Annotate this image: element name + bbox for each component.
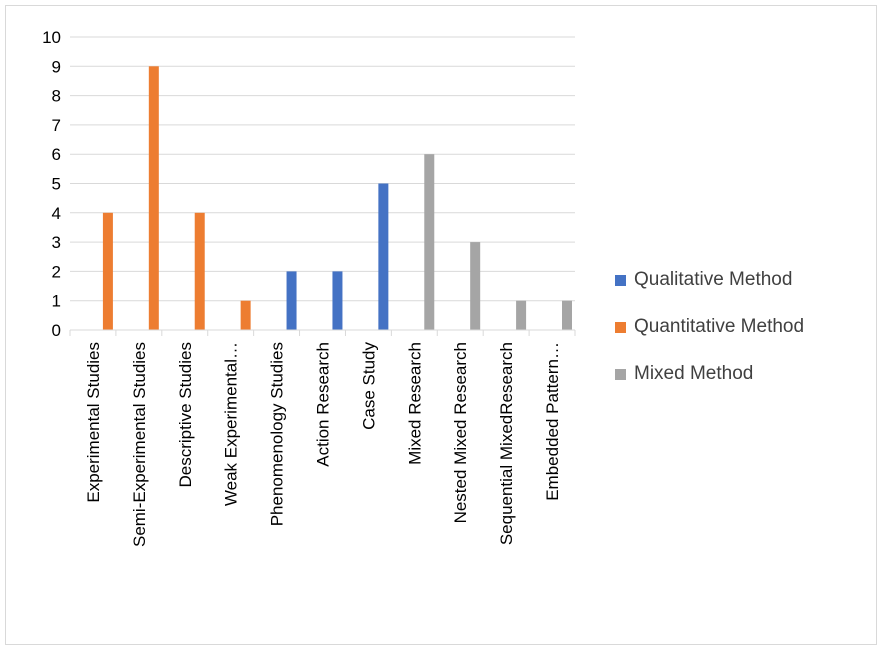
legend-label: Qualitative Method — [634, 269, 793, 290]
y-tick-labels: 0 1 2 3 4 5 6 7 8 9 10 — [42, 28, 61, 340]
legend-swatch — [615, 274, 626, 286]
y-tick-label: 5 — [52, 175, 61, 194]
y-tick-label: 6 — [52, 145, 61, 164]
x-tick-label: Action Research — [314, 342, 333, 467]
x-tick-label: Case Study — [359, 342, 378, 430]
bar — [286, 271, 297, 330]
legend-swatch — [615, 321, 626, 333]
legend-label: Quantitative Method — [634, 316, 805, 337]
y-tick-label: 10 — [42, 28, 61, 47]
axes — [69, 329, 576, 336]
x-tick-label: Experimental Studies — [84, 342, 103, 503]
x-tick-labels: Experimental Studies Semi-Experimental St… — [84, 342, 562, 548]
x-tick-label: Mixed Research — [405, 342, 424, 465]
x-tick-label: Weak Experimental… — [222, 342, 241, 506]
gridlines — [70, 36, 575, 302]
x-tick-label: Descriptive Studies — [176, 342, 195, 488]
x-tick-label: Nested Mixed Research — [451, 342, 470, 523]
bar — [516, 300, 527, 330]
bar — [378, 183, 389, 330]
bar — [240, 300, 251, 330]
legend-item: Quantitative Method — [615, 316, 875, 338]
y-tick-label: 2 — [52, 262, 61, 281]
legend-item: Qualitative Method — [615, 269, 875, 291]
y-tick-label: 8 — [52, 87, 61, 106]
legend-label: Mixed Method — [634, 363, 754, 384]
x-tick-label: Semi-Experimental Studies — [130, 342, 149, 547]
y-tick-label: 4 — [52, 204, 61, 223]
bar — [562, 300, 572, 330]
x-tick-label: Phenomenology Studies — [268, 342, 287, 526]
x-tick-label: Sequential MixedResearch — [497, 342, 516, 545]
y-tick-label: 9 — [52, 57, 61, 76]
legend-item: Mixed Method — [615, 363, 875, 385]
bar — [332, 271, 343, 330]
y-tick-label: 3 — [52, 233, 61, 252]
y-tick-label: 7 — [52, 116, 61, 135]
bar — [424, 154, 435, 330]
bar — [194, 212, 205, 330]
x-tick-label: Embedded Pattern… — [543, 342, 562, 501]
bars — [102, 66, 572, 331]
bar — [470, 242, 481, 330]
bar — [148, 66, 159, 331]
legend: Qualitative Method Quantitative Method Mix… — [615, 269, 875, 410]
bar — [102, 212, 113, 330]
y-tick-label: 1 — [52, 292, 61, 311]
legend-swatch — [615, 368, 626, 380]
y-tick-label: 0 — [52, 321, 61, 340]
